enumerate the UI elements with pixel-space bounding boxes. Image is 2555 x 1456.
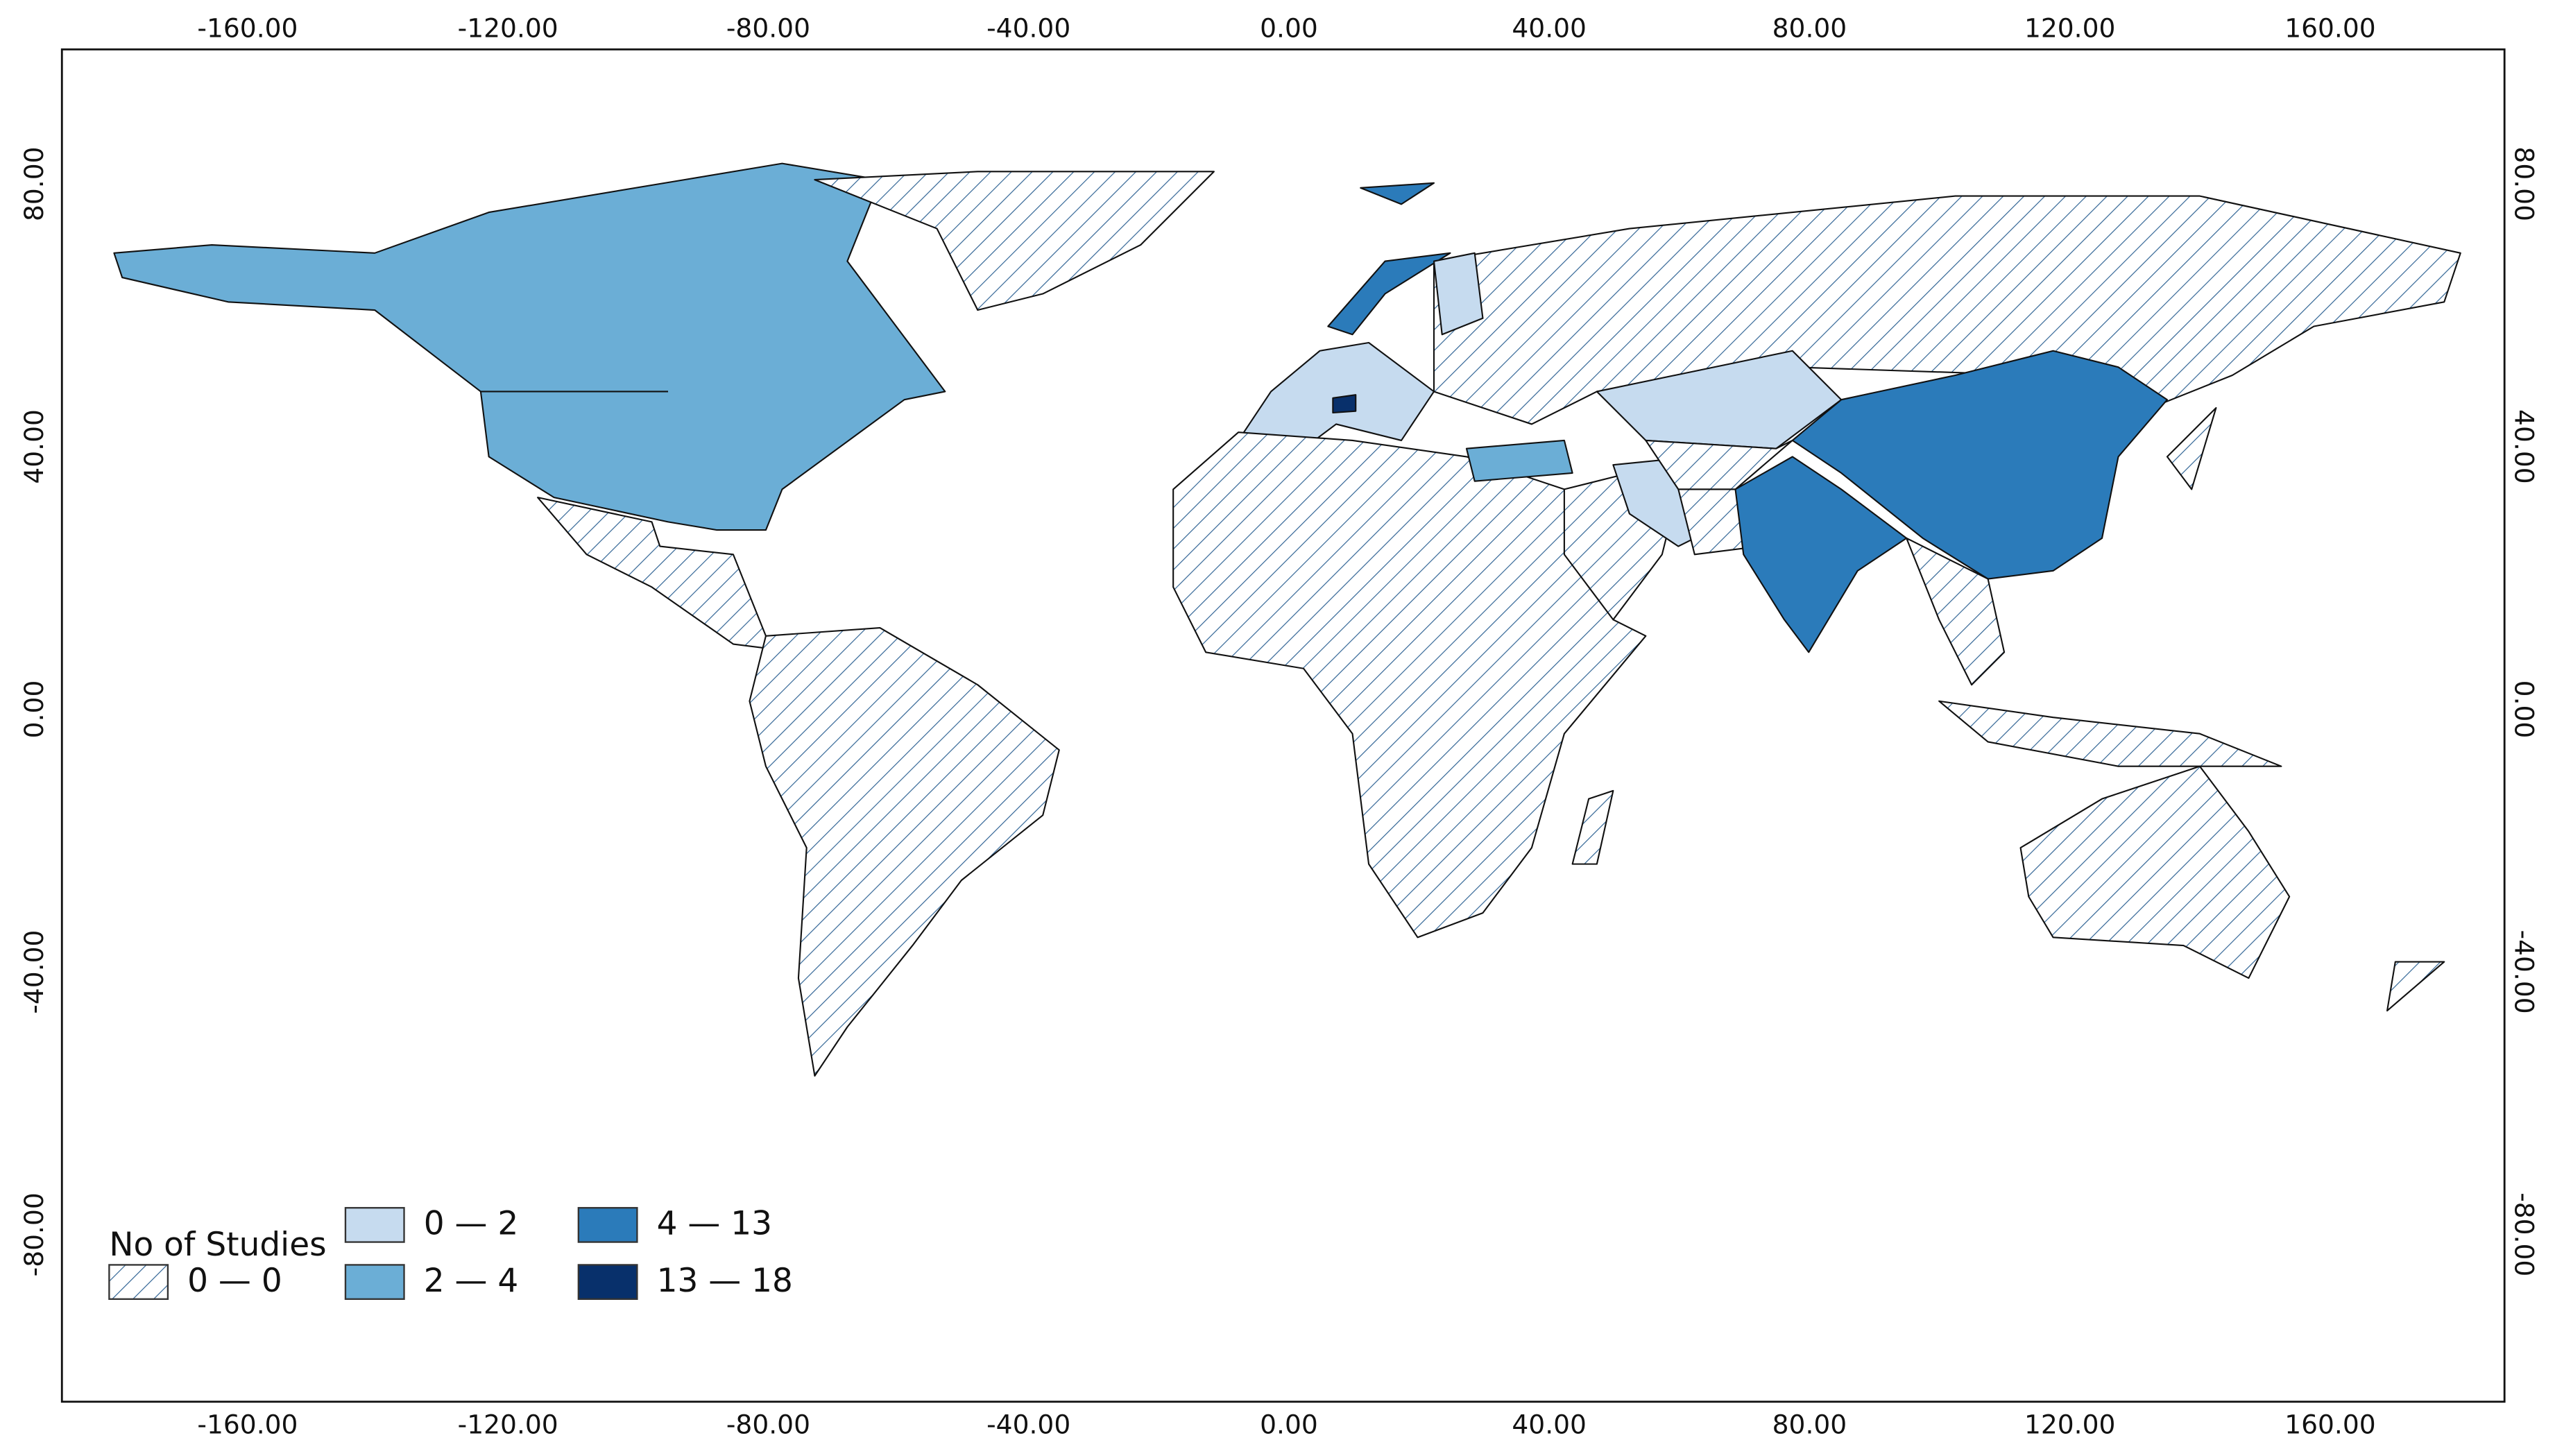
north-america <box>113 162 946 531</box>
x-tick-label-top: -160.00 <box>197 13 298 44</box>
australia <box>2019 765 2291 979</box>
y-tick-label-right: 80.00 <box>2509 146 2540 221</box>
x-tick-label-top: -120.00 <box>458 13 558 44</box>
madagascar <box>1571 789 1614 865</box>
x-tick-label-bottom: -40.00 <box>986 1409 1070 1439</box>
y-tick-label-left: 80.00 <box>19 146 49 221</box>
turkey <box>1465 439 1573 482</box>
x-tick-label-bottom: 160.00 <box>2284 1409 2375 1439</box>
china <box>1791 350 2169 580</box>
japan <box>2166 406 2217 490</box>
y-tick-label-left: 0.00 <box>19 680 49 739</box>
switzerland <box>1332 394 1357 414</box>
x-tick-label-top: 80.00 <box>1772 13 1847 44</box>
kazakhstan <box>1596 350 1843 449</box>
y-tick-label-left: -80.00 <box>19 1192 49 1276</box>
legend-label: 13 — 18 <box>657 1262 793 1300</box>
y-tick-label-left: -40.00 <box>19 930 49 1014</box>
legend-label: 2 — 4 <box>424 1262 519 1300</box>
russia <box>1433 195 2461 425</box>
x-tick-label-top: -80.00 <box>726 13 810 44</box>
y-tick-label-right: -40.00 <box>2509 930 2540 1014</box>
norway <box>1327 252 1451 336</box>
x-tick-label-bottom: -160.00 <box>197 1409 298 1439</box>
finland <box>1433 252 1484 336</box>
legend: No of Studies 0 — 0 0 — 2 2 — 4 4 — 13 13 — … <box>108 1205 793 1300</box>
y-tick-label-right: 0.00 <box>2509 680 2540 739</box>
svalbard <box>1360 182 1435 205</box>
y-tick-label-right: -80.00 <box>2509 1192 2540 1276</box>
new-zealand <box>2386 961 2445 1012</box>
legend-swatch <box>108 1264 169 1300</box>
x-tick-label-bottom: 40.00 <box>1512 1409 1587 1439</box>
x-tick-label-bottom: 120.00 <box>2024 1409 2116 1439</box>
legend-label: 4 — 13 <box>657 1205 772 1243</box>
y-tick-label-left: 40.00 <box>19 409 49 484</box>
legend-title: No of Studies <box>109 1226 326 1264</box>
legend-swatch <box>344 1207 405 1243</box>
x-tick-label-bottom: -80.00 <box>726 1409 810 1439</box>
greenland <box>814 171 1215 311</box>
x-tick-label-bottom: 0.00 <box>1260 1409 1318 1439</box>
legend-swatch <box>577 1264 638 1300</box>
x-tick-label-top: 40.00 <box>1512 13 1587 44</box>
x-tick-label-bottom: 80.00 <box>1772 1409 1847 1439</box>
x-tick-label-bottom: -120.00 <box>458 1409 558 1439</box>
legend-label: 0 — 2 <box>424 1205 519 1243</box>
land-layer <box>113 162 2461 1077</box>
india <box>1734 456 1908 653</box>
south-america <box>749 626 1060 1077</box>
x-tick-label-top: -40.00 <box>986 13 1070 44</box>
africa <box>1172 431 1647 939</box>
southeast-asia <box>1906 537 2006 686</box>
legend-swatch <box>577 1207 638 1243</box>
y-tick-label-right: 40.00 <box>2509 409 2540 484</box>
indonesia <box>1938 700 2282 767</box>
x-tick-label-top: 120.00 <box>2024 13 2116 44</box>
x-tick-label-top: 160.00 <box>2284 13 2375 44</box>
central-asia <box>1645 439 1793 490</box>
legend-label: 0 — 0 <box>187 1262 282 1300</box>
tick-labels: -160.00 -160.00 -120.00 -120.00 -80.00 -80.00… <box>19 13 2539 1440</box>
x-tick-label-top: 0.00 <box>1260 13 1318 44</box>
legend-swatch <box>344 1264 405 1300</box>
